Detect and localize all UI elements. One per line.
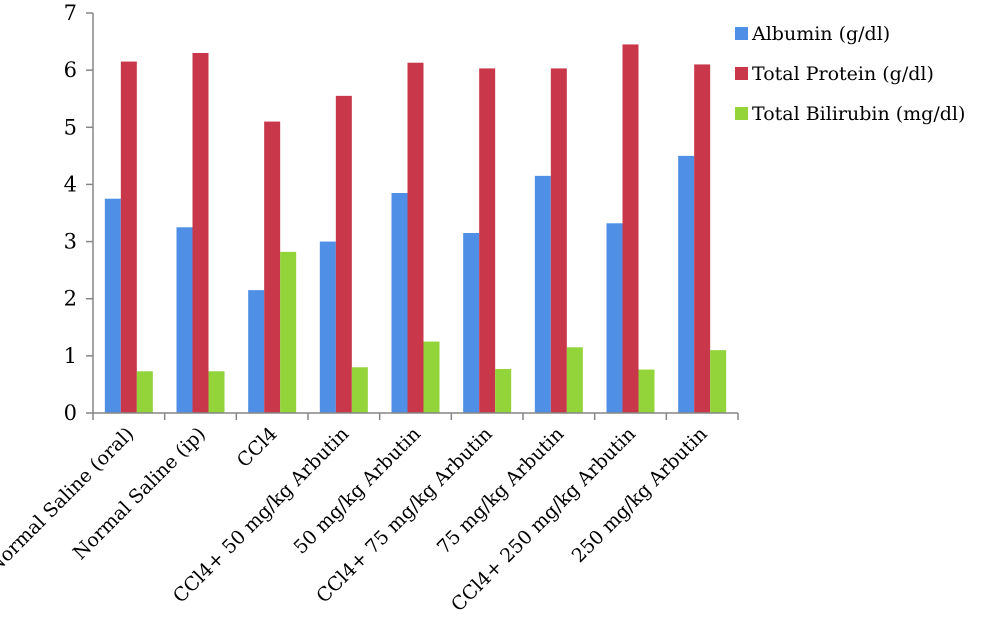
- bar-3-8: [638, 369, 655, 413]
- bar-2-1: [120, 61, 137, 413]
- y-axis: 0 1 2 3 4 5 6 7: [64, 1, 94, 425]
- legend: Albumin (g/dl) Total Protein (g/dl) Total …: [735, 23, 965, 125]
- bar-2-7: [550, 68, 567, 413]
- legend-swatch-3: [735, 107, 748, 120]
- y-tick-label: 1: [64, 344, 77, 368]
- bar-2-6: [479, 68, 496, 413]
- bar-1-3: [248, 290, 265, 413]
- bar-1-2: [176, 227, 193, 413]
- bar-3-1: [136, 371, 153, 413]
- x-tick-label: CCl4: [233, 423, 282, 472]
- bar-2-2: [192, 53, 209, 413]
- bar-2-5: [407, 62, 424, 413]
- y-tick-label: 2: [64, 287, 77, 311]
- legend-label-2: Total Protein (g/dl): [752, 63, 934, 85]
- bars: [104, 44, 727, 414]
- bar-1-4: [319, 241, 336, 413]
- bar-2-8: [622, 44, 639, 414]
- bar-3-7: [566, 347, 583, 413]
- bar-1-1: [104, 198, 121, 413]
- y-tick-label: 7: [64, 1, 77, 25]
- bar-1-7: [534, 175, 551, 413]
- bar-3-9: [710, 350, 727, 413]
- bar-3-5: [423, 341, 440, 413]
- bar-2-4: [335, 95, 352, 413]
- bar-1-6: [463, 233, 480, 413]
- y-tick-label: 3: [64, 230, 77, 254]
- x-tick-label: 75 mg/kg Arbutin: [433, 423, 569, 559]
- legend-label-1: Albumin (g/dl): [751, 23, 890, 45]
- x-axis: Normal Saline (oral)Normal Saline (ip) CC…: [0, 412, 739, 616]
- bar-2-9: [694, 64, 711, 413]
- x-tick-label: 50 mg/kg Arbutin: [290, 423, 426, 559]
- legend-label-3: Total Bilirubin (mg/dl): [752, 103, 965, 125]
- bar-1-8: [606, 223, 623, 413]
- x-tick-label: Normal Saline (ip): [69, 423, 210, 564]
- x-tick-label: 250 mg/kg Arbutin: [568, 423, 712, 567]
- bar-3-3: [280, 251, 297, 413]
- bar-3-6: [495, 369, 512, 413]
- bar-1-9: [678, 155, 695, 413]
- bar-2-3: [264, 121, 281, 414]
- legend-swatch-2: [735, 67, 748, 80]
- bar-1-5: [391, 193, 408, 413]
- y-tick-label: 0: [64, 401, 77, 425]
- legend-swatch-1: [735, 27, 748, 40]
- y-tick-label: 4: [64, 172, 77, 196]
- y-tick-label: 6: [64, 58, 77, 82]
- bar-3-2: [208, 371, 225, 413]
- y-tick-label: 5: [64, 115, 77, 139]
- bar-3-4: [351, 367, 368, 413]
